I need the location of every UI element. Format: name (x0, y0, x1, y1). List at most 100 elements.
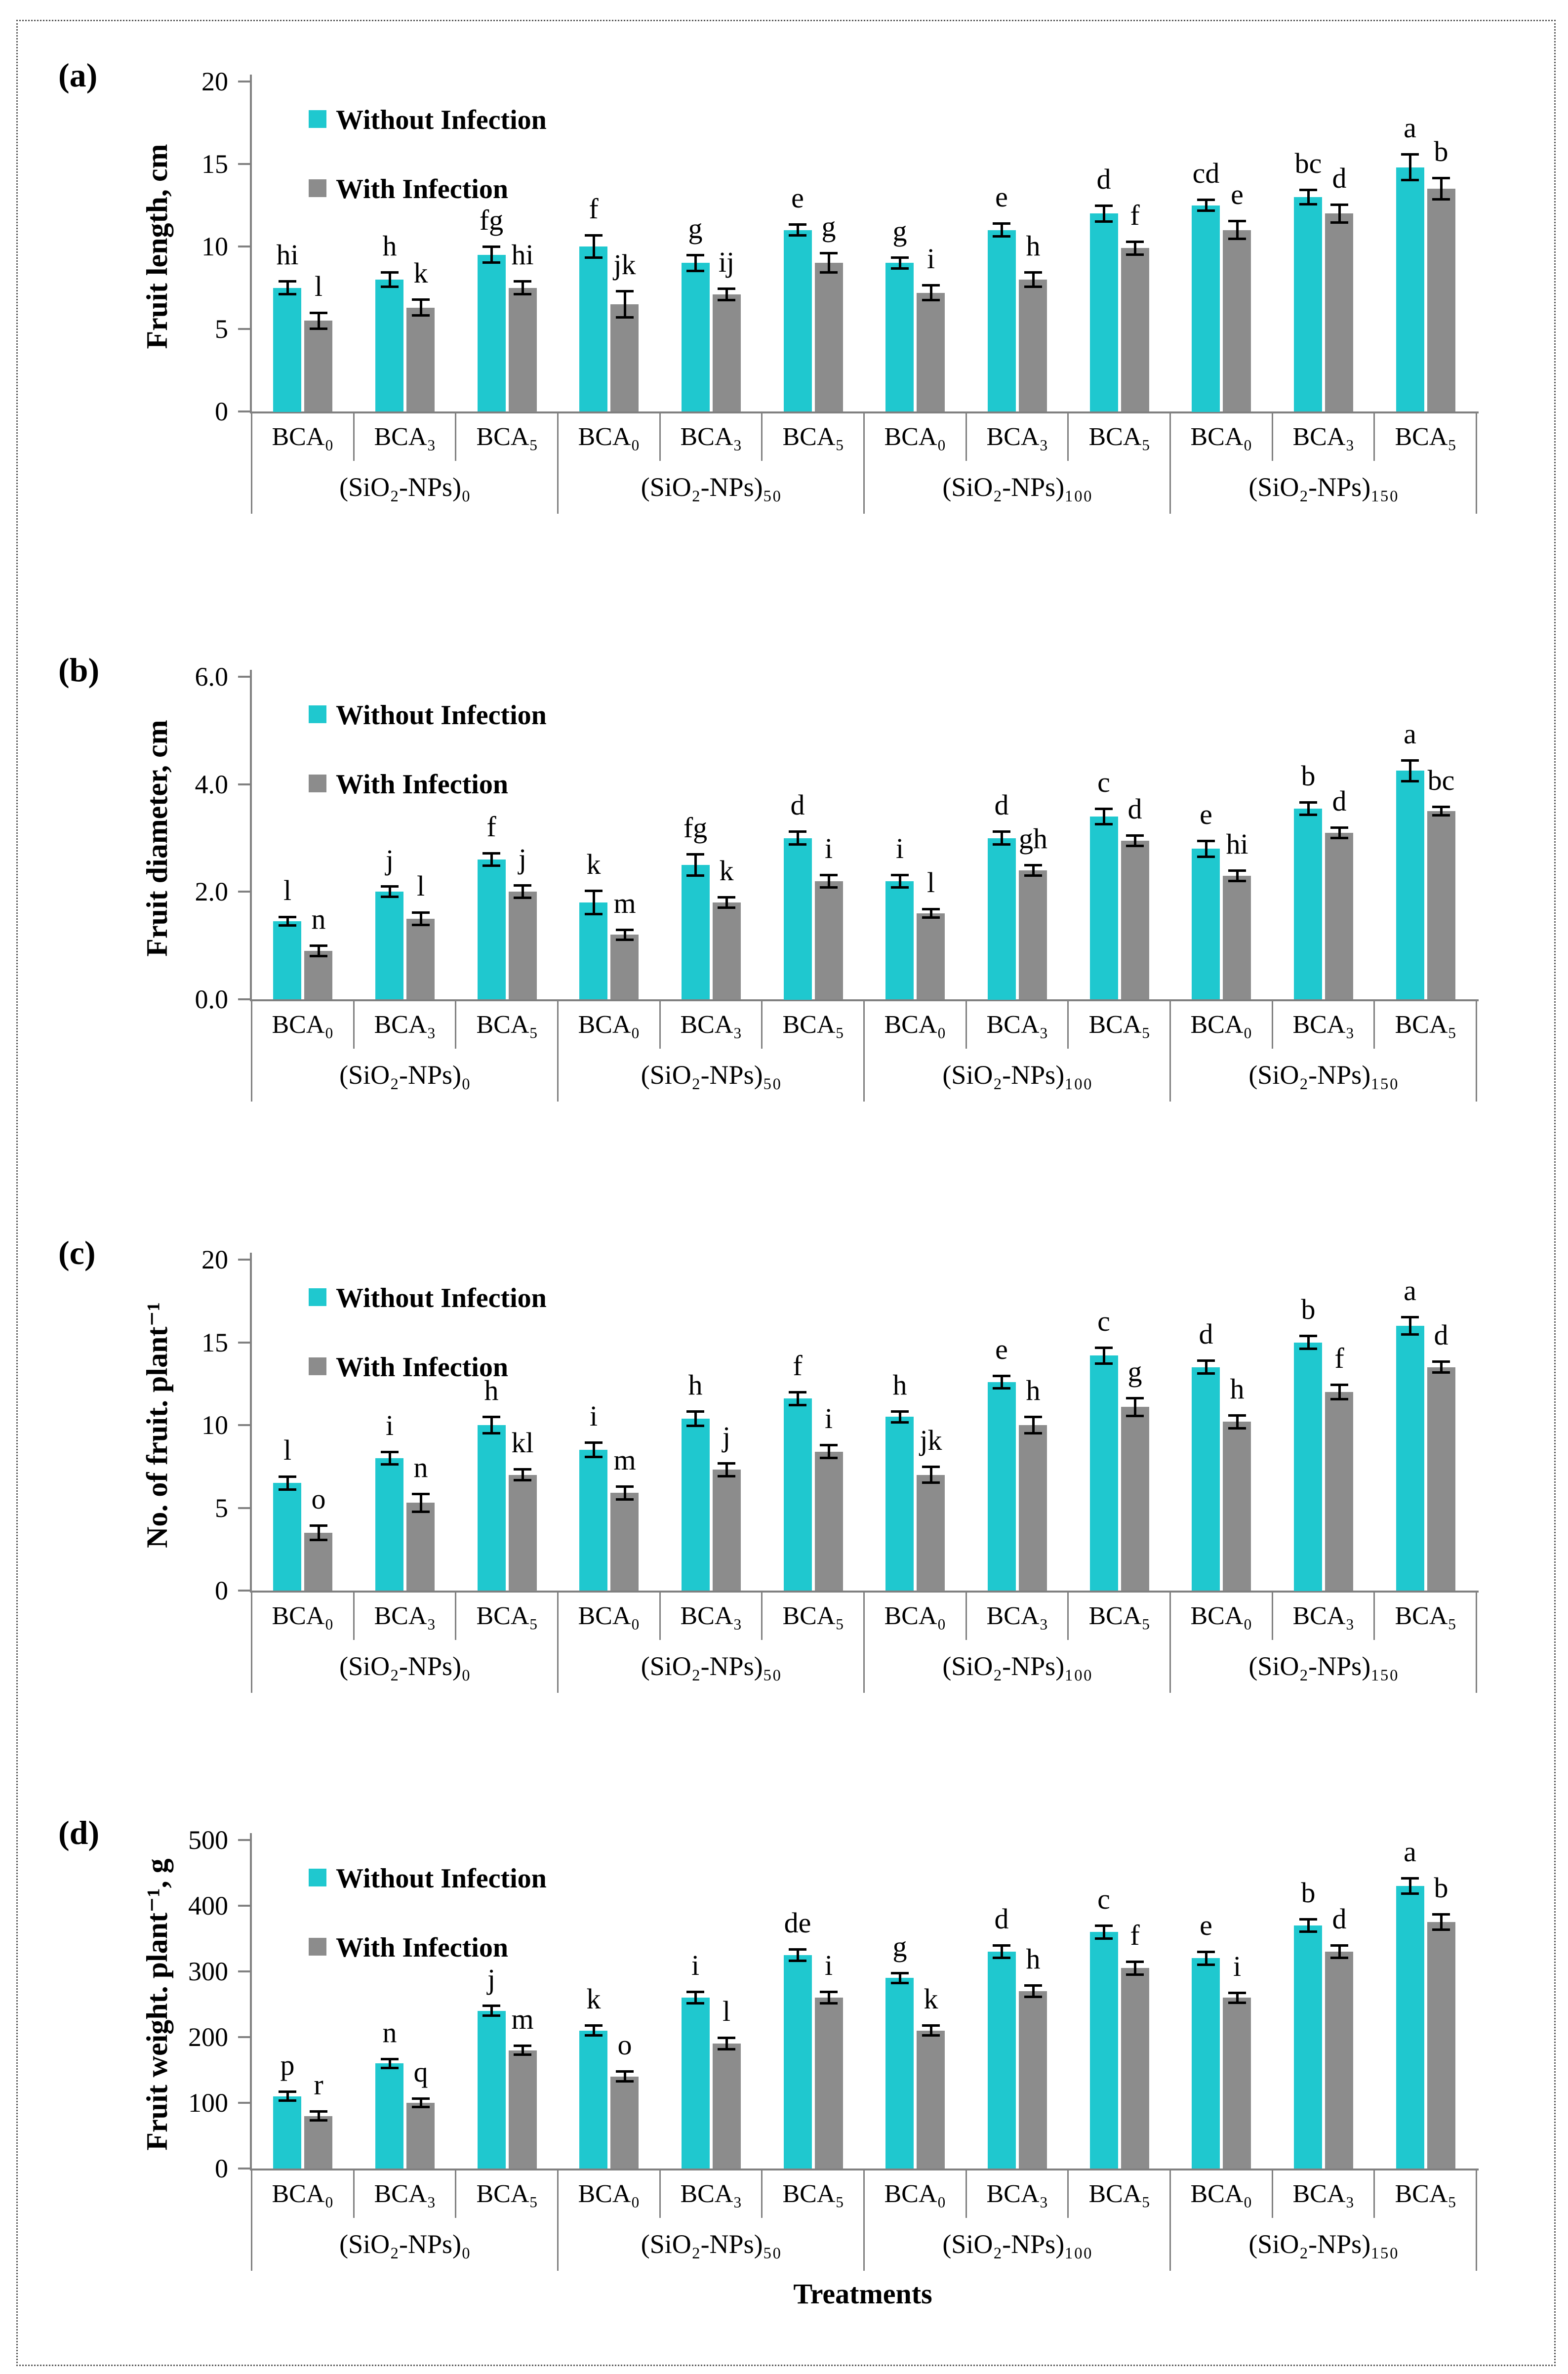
bar-without-infection (1294, 197, 1322, 411)
bar-with-infection (610, 935, 639, 999)
bar-with-infection (509, 892, 537, 999)
bca-category-label: BCA₀ (272, 1011, 334, 1039)
category-separator (353, 2169, 355, 2218)
significance-letter: h (484, 1374, 499, 1406)
error-bar-cap (279, 916, 296, 918)
error-bar-stem (1307, 1919, 1310, 1932)
category-separator (1476, 999, 1477, 1102)
bca-category-label: BCA₃ (986, 1011, 1048, 1039)
bar-without-infection (1294, 809, 1322, 999)
bca-category-label: BCA₃ (680, 423, 742, 451)
error-bar-cap (1299, 189, 1317, 191)
significance-letter: b (1301, 760, 1316, 792)
category-separator (1169, 2169, 1171, 2271)
error-bar-stem (1307, 802, 1310, 815)
error-bar-stem (490, 2006, 493, 2016)
error-bar-cap (1197, 199, 1215, 201)
bca-category-label: BCA₅ (782, 1011, 844, 1039)
bar-with-infection (304, 951, 332, 999)
error-bar-cap (616, 316, 634, 319)
error-bar-stem (318, 1525, 320, 1540)
error-bar-stem (1205, 1952, 1207, 1965)
significance-letter: l (416, 870, 425, 902)
error-bar-cap (820, 271, 838, 274)
significance-letter: e (995, 181, 1008, 213)
error-bar-cap (482, 261, 500, 264)
error-bar-cap (686, 1991, 704, 1993)
error-bar-cap (1330, 837, 1348, 839)
error-bar-stem (694, 1992, 697, 2004)
error-bar-stem (1103, 205, 1105, 222)
error-bar-stem (1001, 1945, 1003, 1959)
category-separator (557, 411, 559, 514)
y-axis-line (250, 75, 252, 411)
error-bar-cap (514, 2053, 531, 2056)
error-bar-cap (1228, 1427, 1246, 1430)
error-bar-cap (616, 2070, 634, 2073)
bca-category-label: BCA₀ (578, 2180, 640, 2208)
bar-with-infection (304, 2116, 332, 2169)
error-bar-cap (381, 1463, 399, 1466)
bar-with-infection (610, 2077, 639, 2169)
error-bar-cap (789, 843, 806, 846)
error-bar-cap (891, 886, 909, 889)
error-bar-cap (922, 1481, 940, 1484)
y-tick-mark (238, 1259, 250, 1261)
np-group-label: (SiO₂-NPs)₁₅₀ (1248, 472, 1399, 502)
bca-category-label: BCA₅ (476, 2180, 538, 2208)
bar-with-infection (1121, 248, 1149, 411)
error-bar-cap (820, 1444, 838, 1446)
error-bar-cap (1024, 286, 1042, 288)
error-bar-cap (718, 1475, 735, 1477)
bar-with-infection (713, 2044, 741, 2169)
error-bar-cap (1095, 1347, 1113, 1349)
y-tick-mark (238, 783, 250, 785)
significance-letter: n (311, 903, 326, 935)
bar-without-infection (273, 921, 301, 999)
y-tick-mark (238, 1839, 250, 1841)
np-group-label: (SiO₂-NPs)₀ (339, 1060, 471, 1090)
error-bar-stem (1134, 1962, 1136, 1975)
error-bar-stem (1103, 1348, 1105, 1364)
error-bar-stem (389, 272, 391, 287)
bar-without-infection (885, 881, 914, 999)
error-bar-stem (593, 2025, 595, 2036)
bca-category-label: BCA₀ (272, 1602, 334, 1630)
error-bar-cap (922, 2034, 940, 2037)
significance-letter: n (382, 2016, 397, 2048)
error-bar-stem (1236, 1993, 1239, 2003)
error-bar-stem (828, 875, 830, 888)
category-separator (1169, 999, 1171, 1102)
category-separator (965, 411, 967, 461)
error-bar-cap (482, 2014, 500, 2017)
category-separator (353, 411, 355, 461)
error-bar-cap (686, 874, 704, 877)
significance-letter: i (824, 1949, 833, 1981)
error-bar-cap (993, 1375, 1010, 1377)
error-bar-stem (522, 1469, 524, 1480)
bca-category-label: BCA₀ (1190, 2180, 1252, 2208)
bar-without-infection (273, 288, 301, 412)
significance-letter: bc (1427, 764, 1455, 796)
bar-with-infection (1427, 811, 1455, 999)
bar-without-infection (1090, 213, 1118, 411)
error-bar-cap (1401, 759, 1419, 762)
error-bar-stem (1409, 154, 1411, 180)
error-bar-cap (1228, 869, 1246, 872)
error-bar-cap (1401, 780, 1419, 782)
error-bar-stem (593, 1442, 595, 1457)
y-tick-mark (238, 676, 250, 678)
error-bar-cap (789, 1404, 806, 1406)
error-bar-cap (922, 908, 940, 910)
error-bar-cap (585, 256, 603, 259)
bar-with-infection (1121, 1407, 1149, 1591)
bar-without-infection (784, 230, 812, 411)
error-bar-cap (1432, 1371, 1450, 1374)
significance-letter: i (824, 832, 833, 864)
y-tick-mark (238, 81, 250, 82)
error-bar-cap (585, 913, 603, 915)
error-bar-stem (828, 1992, 830, 2004)
error-bar-cap (310, 1539, 327, 1541)
error-bar-cap (381, 1451, 399, 1453)
significance-letter: e (1231, 178, 1244, 210)
